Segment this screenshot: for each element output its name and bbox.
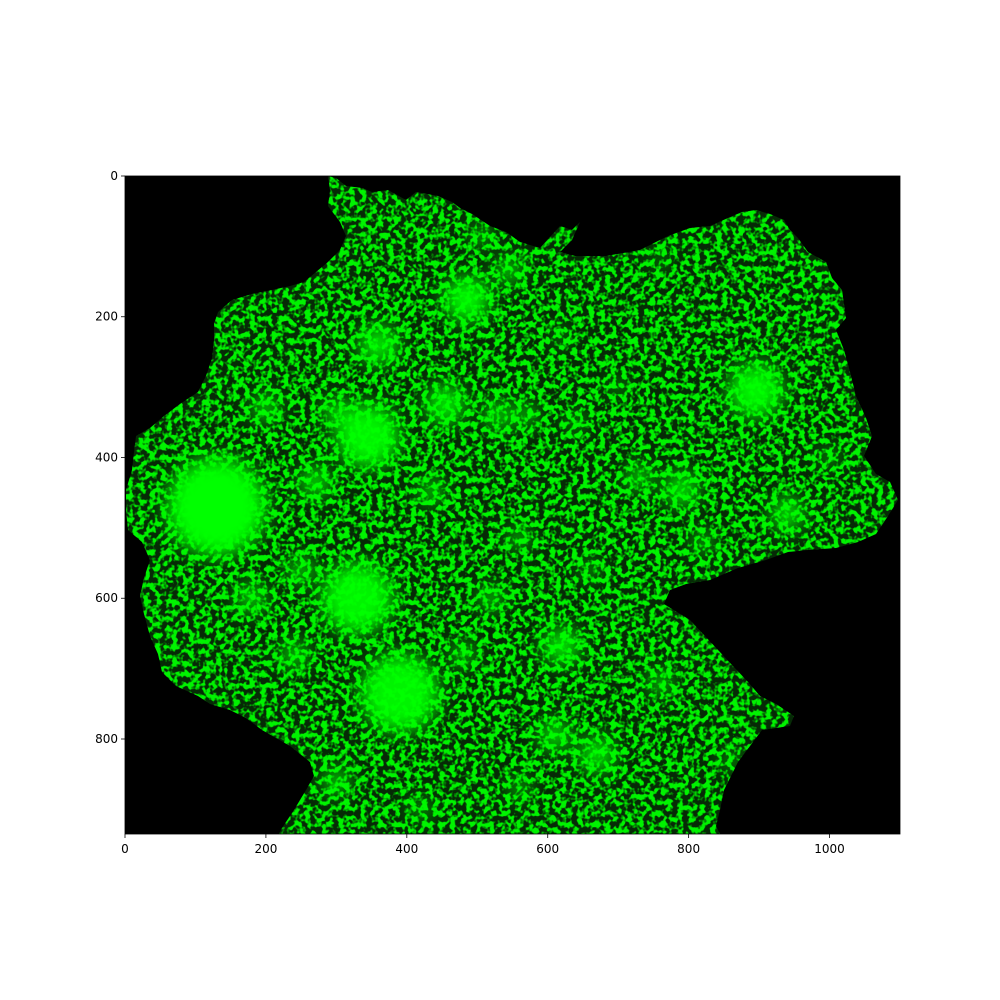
y-tick-label: 600: [95, 591, 118, 605]
light-cluster: [167, 457, 266, 557]
light-cluster: [251, 394, 280, 423]
light-cluster: [691, 530, 715, 554]
light-cluster: [358, 325, 399, 365]
light-cluster: [444, 276, 490, 322]
light-cluster: [478, 585, 505, 611]
light-cluster: [322, 767, 351, 796]
x-tick-label: 1000: [814, 842, 845, 856]
light-cluster: [287, 556, 316, 585]
light-cluster: [409, 798, 433, 821]
axes-frame: [124, 175, 901, 835]
y-tick-label: 200: [95, 310, 118, 324]
light-cluster: [496, 258, 522, 284]
light-cluster: [236, 582, 268, 614]
light-cluster: [418, 478, 445, 504]
light-cluster: [609, 378, 627, 396]
light-cluster: [508, 527, 531, 550]
light-cluster: [578, 736, 616, 773]
light-cluster: [508, 776, 531, 800]
x-axis: 0 200 400 600 800 1000: [121, 834, 845, 856]
light-cluster: [425, 384, 466, 425]
light-cluster: [322, 563, 393, 634]
light-cluster: [580, 560, 600, 580]
light-cluster: [299, 466, 331, 498]
y-axis: 0 200 400 600 800: [95, 169, 125, 746]
light-cluster: [539, 719, 571, 751]
light-cluster: [652, 251, 669, 269]
x-tick-label: 600: [536, 842, 559, 856]
y-tick-label: 800: [95, 732, 118, 746]
light-cluster: [361, 654, 439, 733]
light-cluster: [450, 641, 476, 668]
light-cluster: [770, 496, 805, 531]
light-cluster: [566, 412, 586, 433]
city-light-clusters: [167, 225, 840, 821]
light-cluster: [322, 397, 351, 426]
light-cluster: [515, 404, 538, 427]
light-cluster: [553, 329, 571, 347]
light-cluster: [721, 750, 741, 770]
y-tick-label: 0: [110, 169, 118, 183]
x-tick-label: 400: [395, 842, 418, 856]
light-cluster: [819, 447, 840, 468]
x-tick-label: 0: [121, 842, 129, 856]
light-cluster: [484, 401, 513, 430]
light-cluster: [543, 627, 581, 665]
x-tick-label: 800: [677, 842, 700, 856]
y-tick-label: 400: [95, 450, 118, 464]
light-cluster: [626, 464, 652, 490]
light-cluster: [280, 640, 309, 669]
light-cluster: [664, 472, 699, 507]
light-cluster: [470, 225, 491, 246]
light-cluster: [728, 363, 783, 418]
light-cluster: [647, 670, 674, 696]
x-tick-label: 200: [254, 842, 277, 856]
light-cluster: [336, 404, 400, 469]
